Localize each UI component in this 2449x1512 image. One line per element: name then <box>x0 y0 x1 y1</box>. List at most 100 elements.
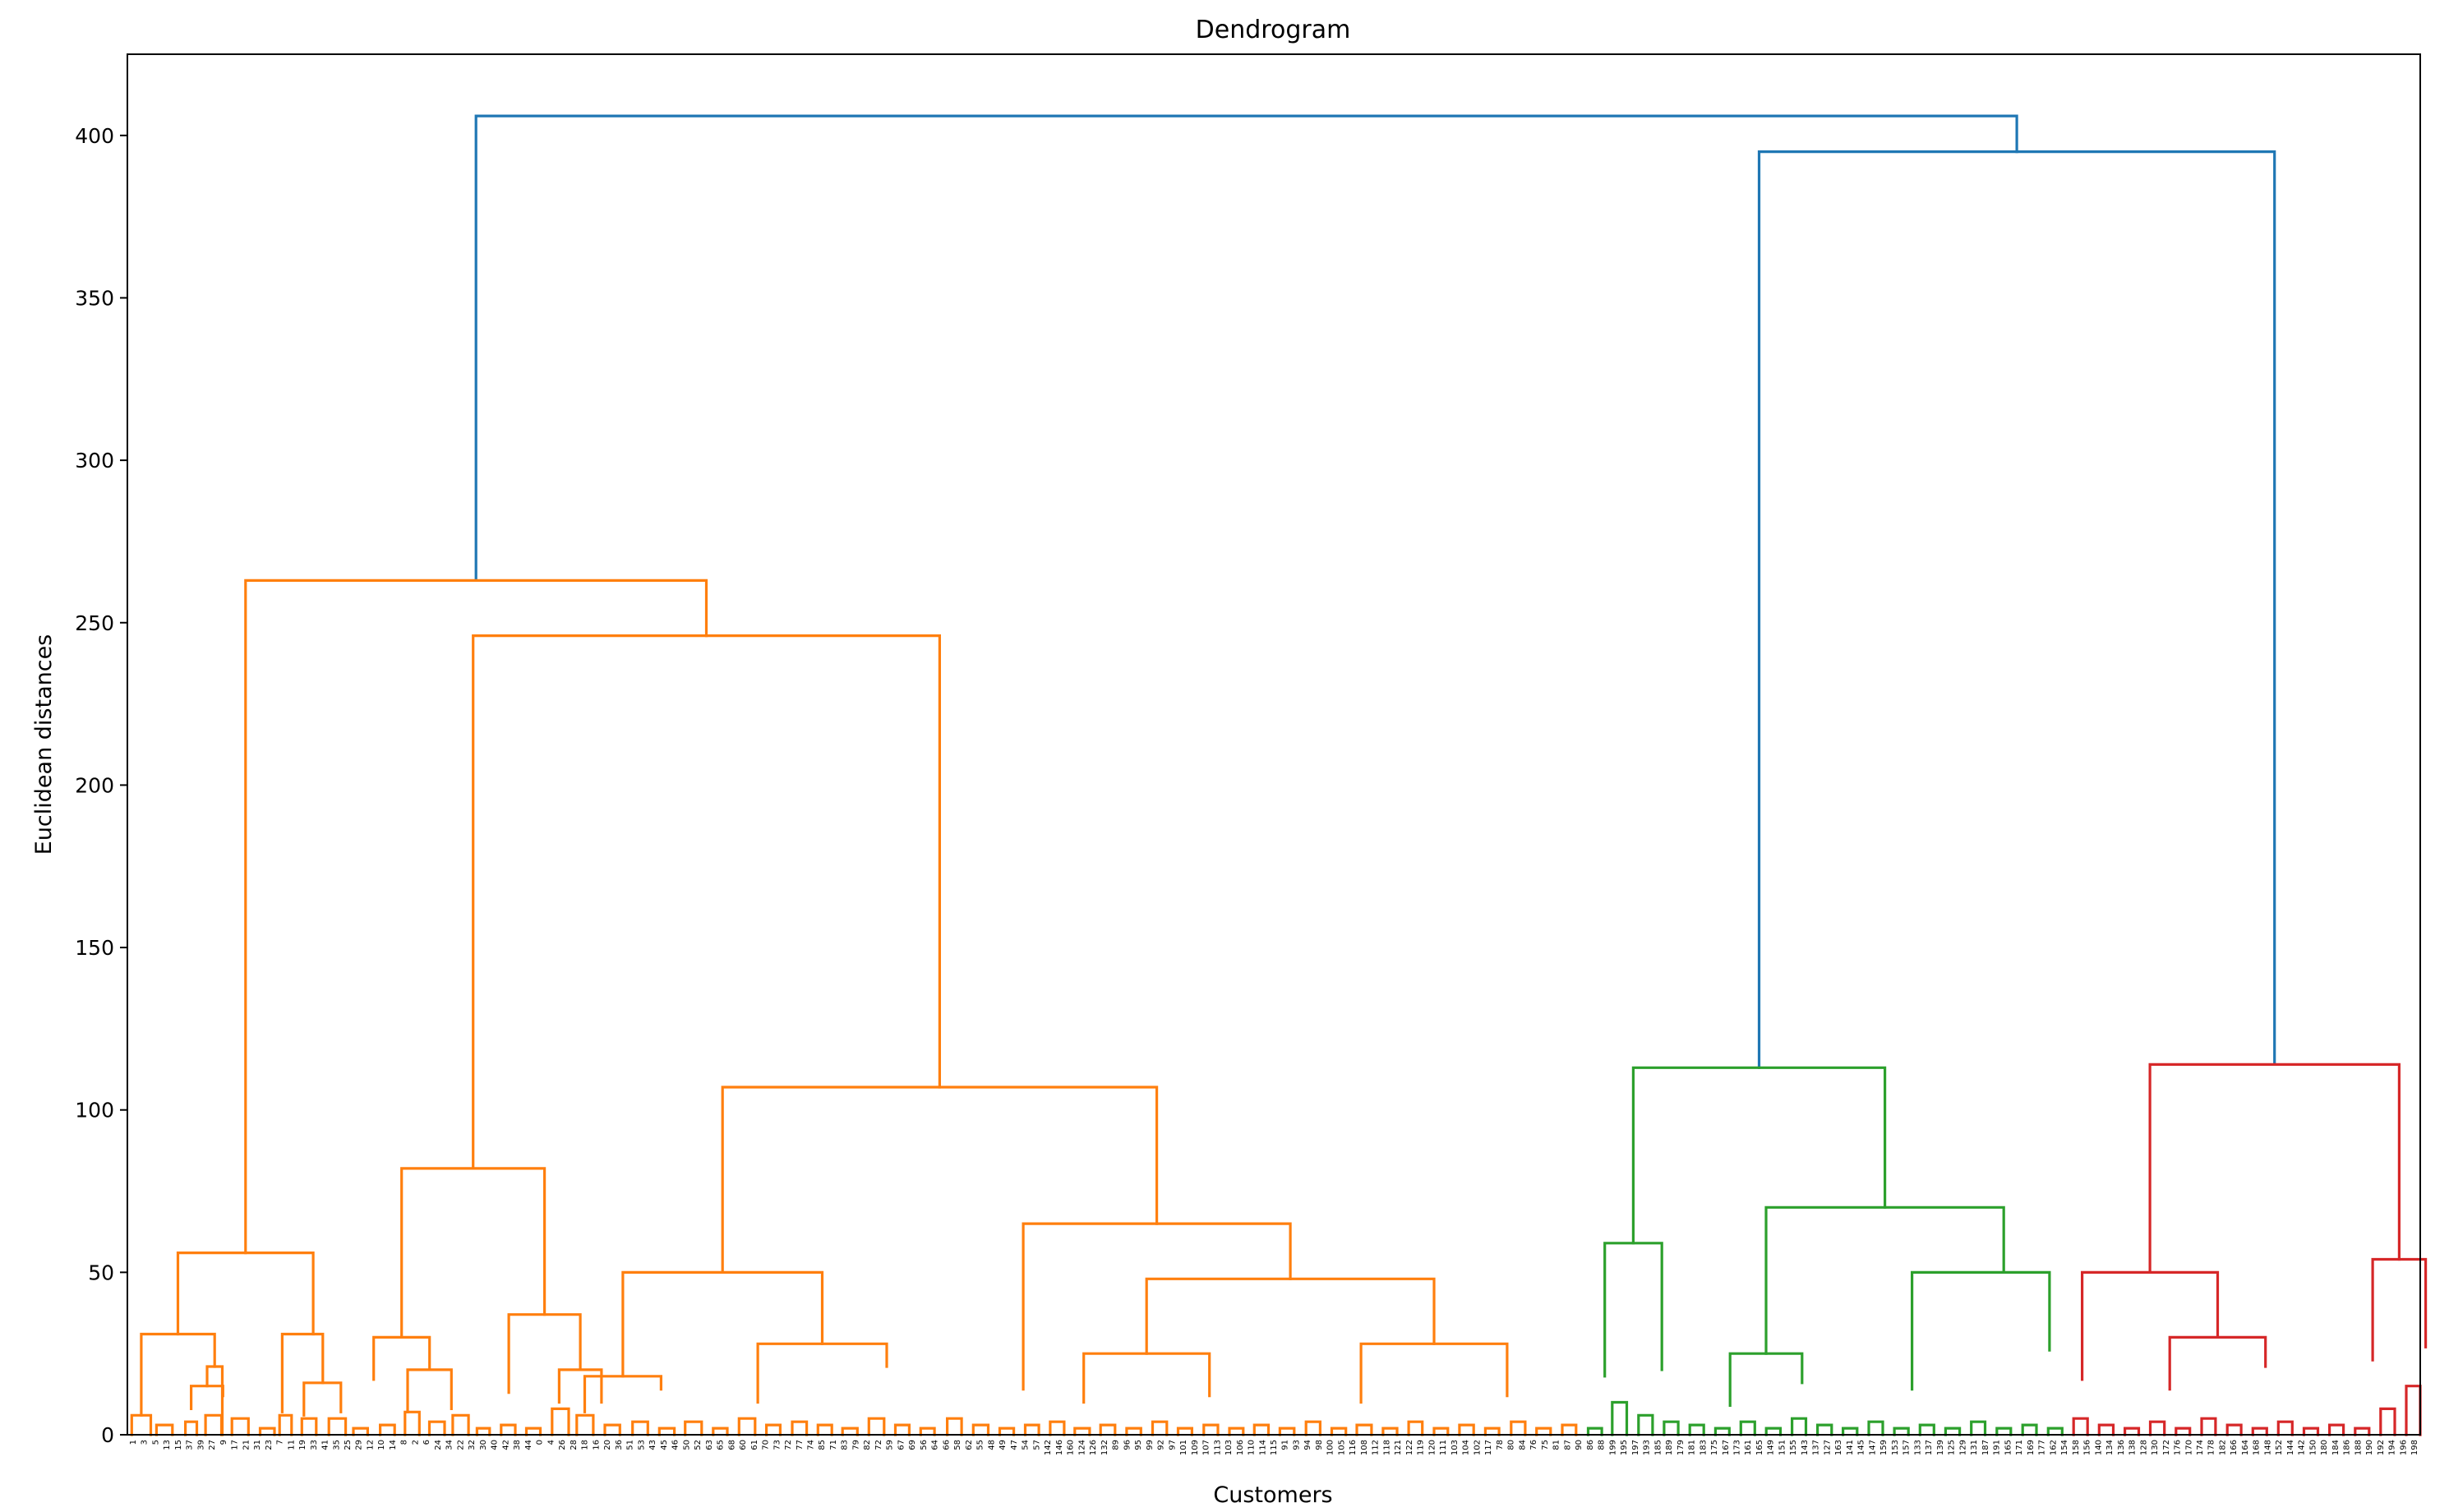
plot-frame <box>127 53 2421 1436</box>
leaf-merge-link <box>1023 1423 1040 1436</box>
x-tick-label: 62 <box>965 1440 974 1450</box>
x-tick-label: 15 <box>174 1440 183 1450</box>
x-tick-label: 124 <box>1077 1440 1086 1455</box>
x-tick-label: 51 <box>626 1440 635 1450</box>
leaf-merge-link <box>352 1427 369 1436</box>
x-tick-label: 176 <box>2174 1440 2183 1455</box>
leaf-merge-link <box>278 1413 293 1436</box>
leaf-merge-link <box>893 1423 911 1436</box>
x-tick-label: 120 <box>1427 1440 1437 1455</box>
x-tick-label: 76 <box>1529 1440 1538 1450</box>
x-tick-label: 53 <box>637 1440 646 1450</box>
x-tick-label: 19 <box>298 1440 307 1450</box>
x-tick-label: 199 <box>1608 1440 1617 1455</box>
y-tick-label: 150 <box>75 936 114 960</box>
leaf-merge-link <box>2225 1423 2243 1436</box>
x-tick-label: 79 <box>852 1440 861 1450</box>
x-tick-label: 82 <box>863 1440 872 1450</box>
x-tick-label: 69 <box>908 1440 917 1450</box>
cluster-merge-link <box>621 1270 824 1378</box>
leaf-merge-link <box>2148 1420 2166 1436</box>
x-tick-label: 8 <box>400 1440 409 1445</box>
x-tick-label: 141 <box>1846 1440 1855 1455</box>
leaf-merge-link <box>1049 1420 1066 1436</box>
x-tick-label: 197 <box>1631 1440 1640 1455</box>
leaf-merge-link <box>1535 1427 1552 1436</box>
leaf-merge-link <box>816 1423 833 1436</box>
x-tick-label: 64 <box>931 1440 940 1450</box>
x-tick-label: 147 <box>1868 1440 1877 1455</box>
x-tick-label: 173 <box>1733 1440 1742 1455</box>
x-axis-leaf-labels: 1 3 5 13 15 37 39 27 9 17 21 31 23 7 11 19 33 41 35 25 29 12 1… <box>129 1440 2419 1455</box>
x-tick-label: 97 <box>1168 1440 1177 1450</box>
x-tick-label: 166 <box>2230 1440 2239 1455</box>
x-tick-label: 117 <box>1484 1440 1493 1455</box>
x-tick-label: 14 <box>389 1440 398 1450</box>
leaf-merge-link <box>2379 1407 2396 1436</box>
x-tick-label: 175 <box>1710 1440 1719 1455</box>
x-tick-label: 40 <box>491 1440 500 1450</box>
x-tick-label: 127 <box>1823 1440 1832 1455</box>
x-tick-label: 167 <box>1722 1440 1731 1455</box>
x-tick-label: 111 <box>1439 1440 1448 1455</box>
x-tick-label: 133 <box>1913 1440 1922 1455</box>
x-tick-label: 68 <box>727 1440 736 1450</box>
x-tick-label: 165 <box>2004 1440 2013 1455</box>
leaf-merge-link <box>575 1413 595 1436</box>
x-tick-label: 83 <box>841 1440 850 1450</box>
x-tick-label: 137 <box>1925 1440 1934 1455</box>
cluster-merge-link <box>1764 1205 2005 1355</box>
x-tick-label: 49 <box>999 1440 1008 1450</box>
x-tick-label: 177 <box>2038 1440 2047 1455</box>
x-tick-label: 88 <box>1598 1440 1607 1450</box>
x-tick-label: 106 <box>1236 1440 1245 1455</box>
x-tick-label: 54 <box>1022 1440 1031 1450</box>
x-tick-label: 122 <box>1405 1440 1414 1455</box>
cluster-merge-link <box>474 114 2018 582</box>
leaf-merge-link <box>1099 1423 1117 1436</box>
x-tick-label: 71 <box>829 1440 838 1450</box>
x-tick-label: 139 <box>1936 1440 1945 1455</box>
x-tick-label: 179 <box>1676 1440 1686 1455</box>
x-tick-label: 140 <box>2094 1440 2103 1455</box>
leaf-merge-link <box>2046 1427 2064 1436</box>
x-tick-label: 188 <box>2354 1440 2363 1455</box>
leaf-merge-link <box>919 1427 936 1436</box>
leaf-merge-link <box>971 1423 990 1436</box>
x-tick-label: 168 <box>2253 1440 2262 1455</box>
cluster-merge-link <box>244 579 708 1255</box>
cluster-merge-link <box>507 1313 582 1394</box>
leaf-merge-link <box>1944 1427 1962 1436</box>
cluster-merge-link <box>2371 1257 2428 1362</box>
leaf-merge-link <box>475 1427 491 1436</box>
x-tick-label: 154 <box>2060 1440 2069 1455</box>
cluster-merge-link <box>1359 1342 1509 1404</box>
leaf-merge-link <box>684 1420 703 1436</box>
leaf-merge-link <box>451 1413 470 1436</box>
x-tick-label: 125 <box>1948 1440 1957 1455</box>
leaf-merge-link <box>1561 1423 1578 1436</box>
leaf-merge-link <box>1125 1427 1142 1436</box>
cluster-merge-link <box>1082 1352 1211 1404</box>
x-tick-label: 84 <box>1518 1440 1527 1450</box>
leaf-merge-link <box>551 1407 570 1436</box>
leaf-merge-link <box>1202 1423 1220 1436</box>
x-tick-label: 182 <box>2219 1440 2228 1455</box>
leaf-merge-link <box>524 1427 542 1436</box>
x-tick-label: 11 <box>287 1440 296 1450</box>
leaf-merge-link <box>1663 1420 1680 1436</box>
x-tick-label: 18 <box>581 1440 590 1450</box>
x-tick-label: 25 <box>344 1440 353 1450</box>
cluster-merge-link <box>1728 1352 1804 1407</box>
cluster-merge-link <box>140 1332 216 1417</box>
leaf-merge-link <box>1510 1420 1527 1436</box>
x-tick-label: 132 <box>1100 1440 1109 1455</box>
leaf-merge-link <box>155 1423 174 1436</box>
cluster-merge-link <box>1022 1222 1292 1391</box>
x-tick-label: 7 <box>276 1440 285 1445</box>
x-tick-label: 163 <box>1834 1440 1843 1455</box>
x-tick-label: 42 <box>501 1440 510 1450</box>
leaf-merge-link <box>1304 1420 1321 1436</box>
x-tick-label: 171 <box>2015 1440 2024 1455</box>
